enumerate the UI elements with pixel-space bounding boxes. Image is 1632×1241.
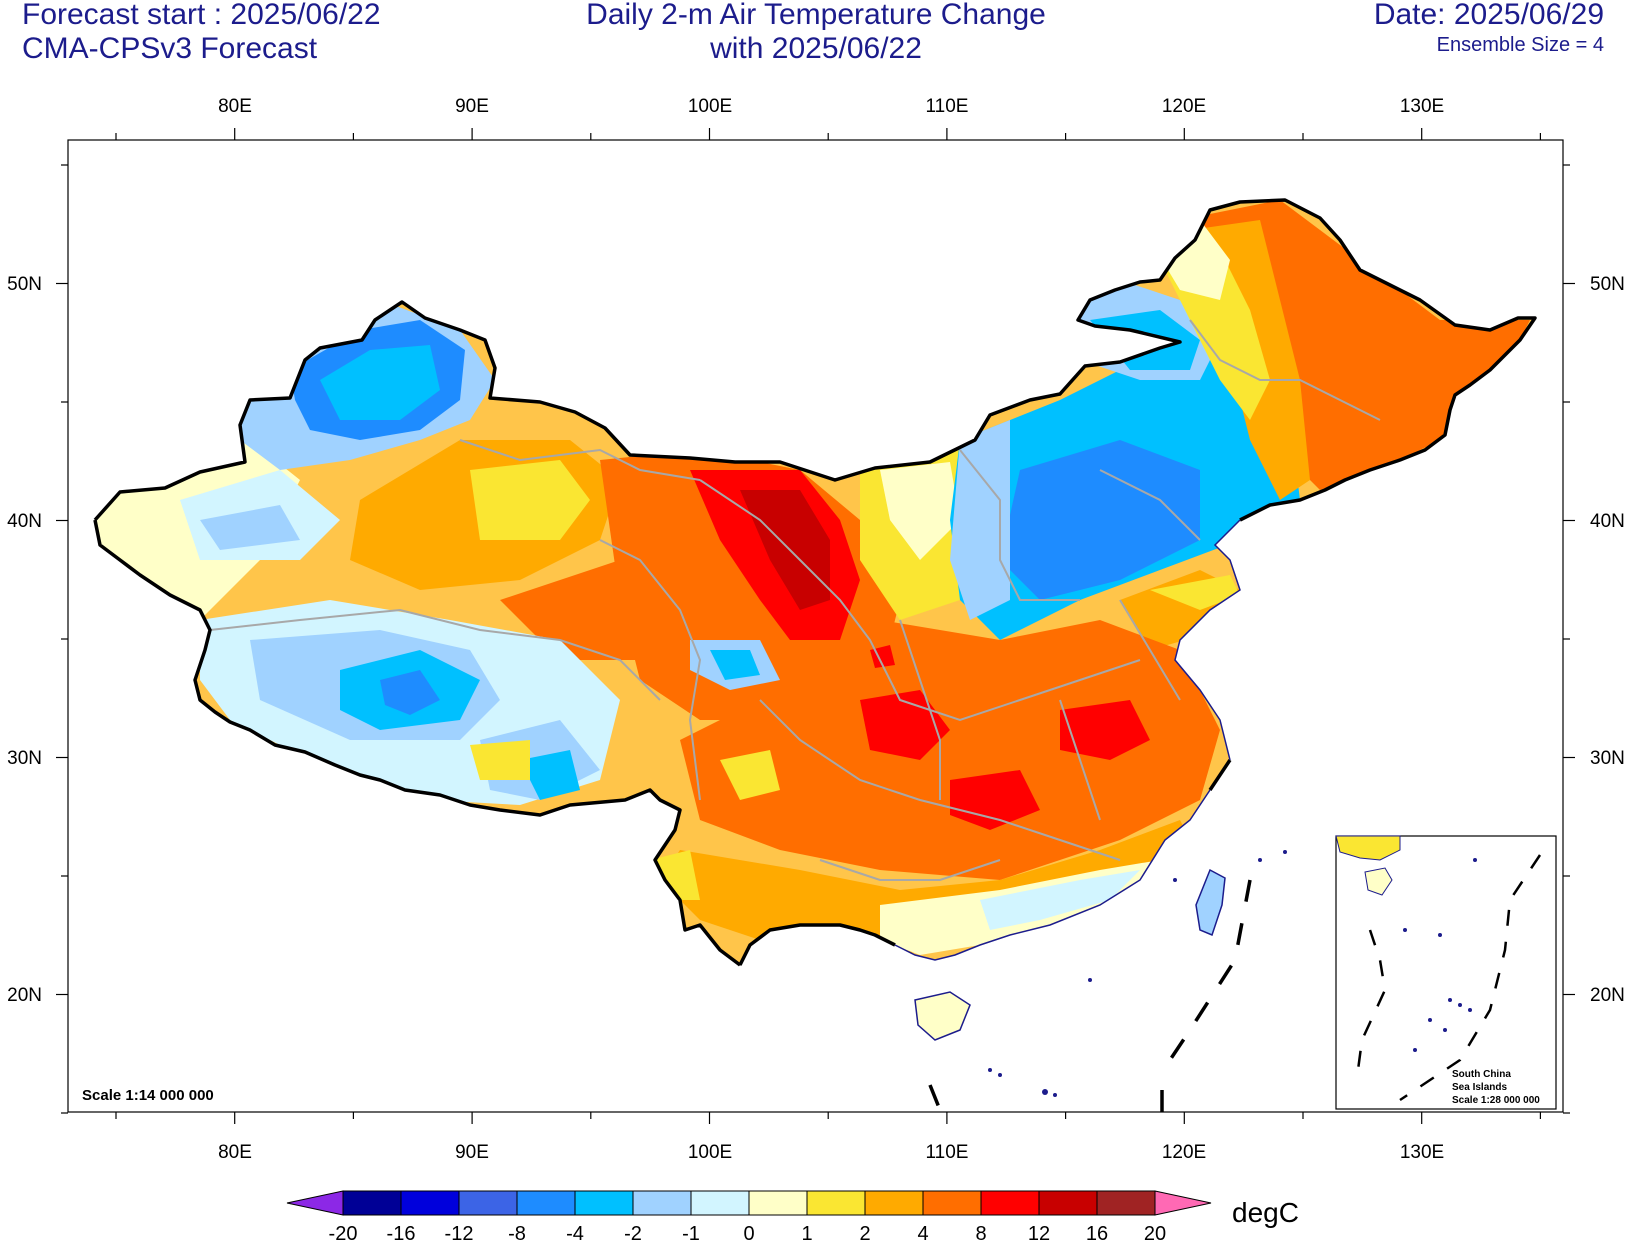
lat-label-right: 50N <box>1590 274 1625 295</box>
lon-label-top: 110E <box>926 96 969 117</box>
model-label: CMA-CPSv3 Forecast <box>22 32 318 65</box>
coastline <box>894 519 1241 961</box>
colorbar-swatch <box>806 1190 866 1216</box>
colorbar-tick-label: -20 <box>329 1223 358 1241</box>
colorbar-swatch <box>690 1190 750 1216</box>
lon-label-top: 130E <box>1400 96 1444 117</box>
inset-scale-label: Scale 1:28 000 000 <box>1452 1095 1540 1106</box>
colorbar-tick-label: -16 <box>387 1223 416 1241</box>
colorbar-swatch <box>574 1190 634 1216</box>
colorbar-tick-label: 20 <box>1144 1223 1166 1241</box>
longitude-ticks <box>115 128 1542 1124</box>
valid-date-label: Date: 2025/06/29 <box>1373 0 1604 31</box>
colorbar-swatch <box>632 1190 692 1216</box>
colorbar-swatch <box>864 1190 924 1216</box>
latitude-ticks <box>56 164 1575 1114</box>
maritime-boundary-dashes <box>928 879 1252 1112</box>
ensemble-size-label: Ensemble Size = 4 <box>1436 34 1604 56</box>
colorbar-swatch <box>400 1190 460 1216</box>
inset-label-line1: South China <box>1452 1069 1511 1080</box>
lat-label-right: 40N <box>1590 511 1625 532</box>
colorbar-tick-label: -4 <box>566 1223 584 1241</box>
lon-label-top: 80E <box>218 96 252 117</box>
lat-label-left: 40N <box>7 511 42 532</box>
colorbar-tick-label: 1 <box>801 1223 812 1241</box>
colorbar-tick-label: -1 <box>682 1223 700 1241</box>
lat-label-left: 50N <box>7 274 42 295</box>
lon-label-bottom: 80E <box>218 1142 252 1163</box>
lat-label-left: 20N <box>7 985 42 1006</box>
province-boundaries <box>209 319 1381 881</box>
small-islands <box>988 850 1287 1097</box>
lon-label-bottom: 120E <box>1162 1142 1206 1163</box>
map-title-line1: Daily 2-m Air Temperature Change <box>586 0 1046 31</box>
lon-label-top: 120E <box>1162 96 1206 117</box>
lat-label-right: 30N <box>1590 748 1625 769</box>
colorbar-swatch <box>1096 1190 1156 1216</box>
inset-label-line2: Sea Islands <box>1452 1082 1507 1093</box>
colorbar-swatch <box>922 1190 982 1216</box>
lon-label-bottom: 130E <box>1400 1142 1444 1163</box>
national-border <box>93 198 1537 967</box>
map-title-line2: with 2025/06/22 <box>710 32 922 65</box>
colorbar-tick-label: -2 <box>624 1223 642 1241</box>
taiwan-island <box>1195 868 1226 937</box>
colorbar-tick-label: -12 <box>445 1223 474 1241</box>
colorbar-tick-label: 0 <box>743 1223 754 1241</box>
colorbar-unit-label: degC <box>1232 1197 1299 1228</box>
colorbar-swatch <box>980 1190 1040 1216</box>
colorbar-tick-label: 4 <box>917 1223 928 1241</box>
colorbar-tick-label: -8 <box>508 1223 526 1241</box>
colorbar-tick-label: 2 <box>859 1223 870 1241</box>
colorbar-swatch <box>748 1190 808 1216</box>
colorbar-swatch <box>458 1190 518 1216</box>
south-china-sea-inset: South China Sea Islands Scale 1:28 000 0… <box>1335 835 1557 1110</box>
colorbar-tick-label: 16 <box>1086 1223 1108 1241</box>
lon-label-top: 90E <box>455 96 489 117</box>
lat-label-right: 20N <box>1590 985 1625 1006</box>
colorbar: -20 -16 -12 -8 -4 -2 -1 0 1 2 4 8 12 16 20 <box>286 1190 1212 1241</box>
colorbar-swatch <box>516 1190 576 1216</box>
colorbar-high-triangle <box>1154 1190 1212 1216</box>
lat-label-left: 30N <box>7 748 42 769</box>
latitude-labels-left: 50N 40N 30N 20N <box>7 274 42 1006</box>
colorbar-swatch <box>1038 1190 1098 1216</box>
colorbar-low-triangle <box>286 1190 344 1216</box>
longitude-labels-bottom: 80E 90E 100E 110E 120E 130E <box>218 1142 1444 1163</box>
scale-label: Scale 1:14 000 000 <box>82 1087 214 1104</box>
lon-label-top: 100E <box>688 96 732 117</box>
colorbar-tick-label: 12 <box>1028 1223 1050 1241</box>
lon-label-bottom: 100E <box>688 1142 732 1163</box>
forecast-start-label: Forecast start : 2025/06/22 <box>22 0 381 31</box>
hainan-island <box>914 991 971 1041</box>
lon-label-bottom: 90E <box>455 1142 489 1163</box>
lon-label-bottom: 110E <box>926 1142 969 1163</box>
longitude-labels-top: 80E 90E 100E 110E 120E 130E <box>218 96 1444 117</box>
latitude-labels-right: 50N 40N 30N 20N <box>1590 274 1625 1006</box>
colorbar-tick-label: 8 <box>975 1223 986 1241</box>
colorbar-swatch <box>342 1190 402 1216</box>
